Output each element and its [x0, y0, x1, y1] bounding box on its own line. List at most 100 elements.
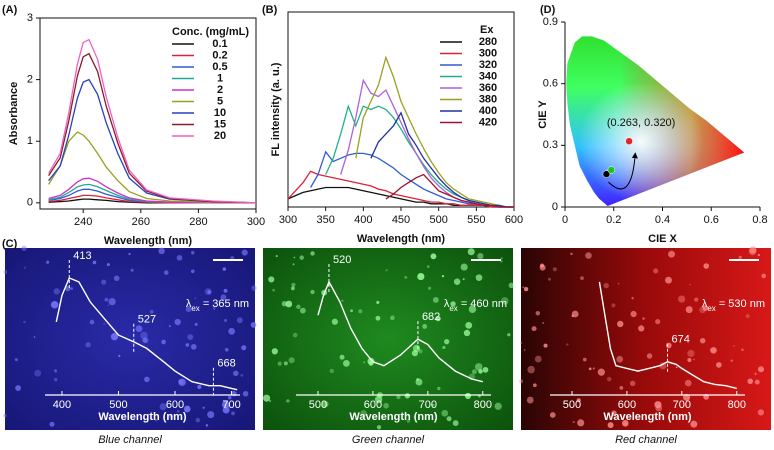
particle — [275, 254, 278, 258]
particle — [542, 321, 545, 325]
particle — [738, 255, 742, 259]
x-tick-label: 240 — [74, 216, 92, 228]
particle — [690, 420, 698, 428]
particle — [376, 300, 380, 304]
particle — [178, 378, 184, 385]
particle — [277, 361, 282, 366]
particle — [103, 322, 106, 325]
spectrum-line — [598, 281, 737, 390]
legend-title: Conc. (mg/mL) — [172, 26, 249, 38]
particle — [174, 318, 181, 326]
particle — [527, 365, 535, 374]
x-tick-label: 300 — [247, 216, 265, 228]
legend-label: 20 — [214, 130, 226, 142]
particle — [622, 420, 629, 427]
particle — [390, 315, 395, 321]
micrograph — [521, 248, 771, 430]
particle — [404, 275, 408, 279]
particle — [53, 288, 60, 295]
particle — [540, 263, 545, 268]
particle — [251, 285, 257, 291]
particle — [689, 283, 691, 286]
particle — [363, 361, 366, 364]
x-tick-label: 500 — [309, 399, 327, 411]
particle — [467, 248, 475, 256]
excitation-label: λex = 530 nm — [702, 298, 765, 313]
particle — [183, 405, 191, 413]
particle — [582, 357, 587, 362]
particle — [23, 320, 26, 324]
particle — [642, 317, 645, 320]
x-tick-label: 550 — [467, 214, 485, 226]
particle — [603, 282, 609, 289]
x-tick-label: 600 — [364, 399, 382, 411]
legend-label: 360 — [479, 82, 497, 94]
particle — [572, 420, 575, 424]
particle — [178, 378, 186, 386]
particle — [619, 385, 624, 390]
particle — [703, 263, 710, 269]
peak-label: 682 — [422, 311, 440, 323]
arrow — [608, 152, 638, 190]
particle — [292, 263, 295, 266]
particle — [570, 252, 573, 256]
x-axis-label: Wavelength (nm) — [603, 411, 692, 423]
legend-label: 420 — [479, 116, 497, 128]
particle — [430, 253, 437, 260]
particle — [585, 252, 592, 259]
particle — [242, 390, 249, 397]
particle — [617, 320, 624, 328]
particle — [285, 300, 293, 308]
particle — [523, 349, 526, 351]
particle — [339, 354, 345, 360]
particle — [288, 357, 295, 364]
particle — [101, 279, 107, 285]
particle — [450, 301, 456, 307]
particle — [110, 332, 119, 341]
particle — [571, 310, 579, 318]
x-tick-label: 800 — [728, 399, 746, 411]
x-tick-label: 800 — [474, 399, 492, 411]
particle — [535, 311, 541, 316]
particle — [268, 276, 275, 283]
particle — [207, 290, 212, 294]
particle — [653, 268, 659, 274]
particle — [422, 324, 428, 329]
particle — [441, 274, 445, 278]
particle — [163, 414, 166, 417]
particle — [519, 379, 524, 384]
particle — [360, 410, 367, 417]
series-line — [385, 173, 514, 208]
y-axis-label: CIE Y — [537, 100, 549, 129]
particle — [716, 362, 722, 368]
particle — [406, 419, 411, 423]
x-axis-label: Wavelength (nm) — [357, 233, 446, 245]
cie-point — [602, 170, 611, 178]
particle — [694, 297, 699, 302]
particle — [300, 307, 306, 314]
y-tick-label: 0.3 — [543, 139, 558, 151]
particle — [678, 295, 686, 303]
x-tick-label: 280 — [189, 216, 207, 228]
particle — [668, 250, 676, 258]
particle — [655, 318, 661, 325]
legend-label: 380 — [479, 93, 497, 105]
particle — [687, 358, 692, 363]
particle — [444, 339, 450, 345]
particle — [630, 310, 637, 318]
particle — [240, 374, 244, 377]
subscript: ex — [191, 304, 199, 313]
particle — [283, 361, 288, 366]
legend-label: 400 — [479, 105, 497, 117]
subscript: ex — [449, 304, 457, 313]
x-tick-label: 260 — [132, 216, 150, 228]
caption: Red channel — [615, 434, 677, 446]
particle — [446, 416, 452, 422]
particle — [741, 348, 744, 352]
particle — [197, 384, 202, 390]
particle — [106, 263, 110, 267]
particle — [329, 368, 334, 374]
particle — [310, 251, 315, 256]
series-line — [48, 38, 257, 204]
excitation-text: = 530 nm — [716, 298, 765, 310]
